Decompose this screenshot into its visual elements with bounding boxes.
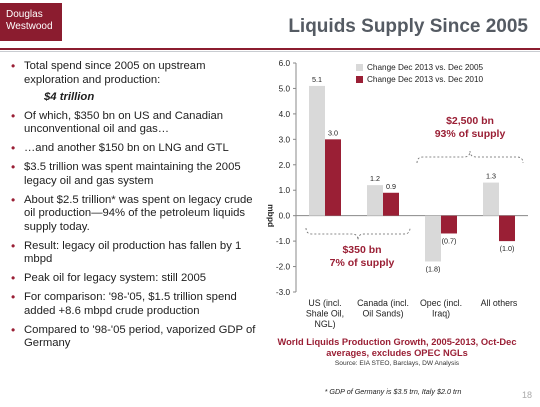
bar-vs-2010: [325, 139, 341, 216]
bullet-text: $3.5 trillion was spent maintaining the …: [24, 161, 241, 187]
bullet-text: Result: legacy oil production has fallen…: [24, 239, 242, 266]
x-tick-label: Shale Oil,: [306, 309, 344, 319]
x-tick-label: All others: [481, 298, 518, 308]
data-label: 5.1: [312, 75, 322, 84]
x-tick-label: Opec (incl.: [420, 298, 462, 308]
y-tick-label: -3.0: [276, 288, 291, 297]
bullet-text: For comparison: '98-'05, $1.5 trillion s…: [24, 291, 237, 317]
bullet-item: • Of which, $350 bn on US and Canadian un…: [6, 108, 256, 137]
bullet-text: Total spend since 2005 on upstream explo…: [24, 60, 206, 86]
chart-source: Source: EIA STEO, Barclays, DW Analysis: [334, 360, 460, 367]
bullet-marker: •: [11, 59, 16, 73]
legend-label: Change Dec 2013 vs. Dec 2010: [367, 75, 484, 84]
bullet-text: Compared to '98-'05 period, vaporized GD…: [24, 323, 256, 350]
bullet-marker: •: [11, 322, 16, 337]
data-label: (0.7): [442, 236, 457, 245]
bar-vs-2005: [483, 182, 499, 216]
data-label: 3.0: [328, 128, 338, 137]
data-label: (1.0): [500, 244, 515, 253]
bullet-marker: •: [11, 290, 16, 304]
bullet-marker: •: [11, 160, 16, 174]
bullet-marker: •: [11, 108, 16, 123]
bullet-marker: •: [11, 238, 16, 253]
x-tick-label: Canada (incl.: [357, 298, 409, 308]
logo-line-1: Douglas: [6, 9, 43, 20]
bar-vs-2005: [309, 85, 325, 216]
bar-vs-2005: [425, 215, 441, 262]
page-number: 18: [521, 390, 532, 400]
x-tick-label: Oil Sands): [362, 309, 403, 319]
bullet-text: About $2.5 trillion* was spent on legacy…: [24, 193, 253, 233]
bullet-item: • Result: legacy oil production has falle…: [6, 238, 256, 267]
bullet-highlight: $4 trillion: [6, 91, 256, 105]
footnote: * GDP of Germany is $3.5 trn, Italy $2.0…: [324, 387, 462, 396]
annotation-bracket: [416, 150, 524, 164]
annotation-bracket: [305, 227, 411, 241]
bar-vs-2005: [367, 185, 383, 216]
bullet-item: • Total spend since 2005 on upstream expl…: [6, 59, 256, 87]
bullet-marker: •: [11, 141, 16, 155]
y-tick-label: -2.0: [276, 263, 291, 272]
y-tick-label: 6.0: [279, 59, 291, 68]
slide-title: Liquids Supply Since 2005: [288, 16, 528, 37]
y-tick-label: -1.0: [276, 237, 291, 246]
bullet-text: …and another $150 bn on LNG and GTL: [24, 142, 229, 154]
bullet-list: • Total spend since 2005 on upstream expl…: [6, 59, 256, 356]
bar-vs-2010: [441, 215, 457, 234]
bullet-marker: •: [11, 271, 16, 285]
bullet-text: Peak oil for legacy system: still 2005: [24, 272, 207, 284]
bullet-marker: •: [11, 192, 16, 207]
company-logo: Douglas Westwood: [0, 3, 62, 41]
legend-swatch: [356, 76, 363, 83]
data-label: 0.9: [386, 182, 396, 191]
chart-title: World Liquids Production Growth, 2005-20…: [277, 337, 517, 358]
bullet-item: • …and another $150 bn on LNG and GTL: [6, 141, 256, 156]
header-divider: [0, 48, 540, 50]
x-tick-label: Iraq): [432, 309, 450, 319]
bullet-item: • For comparison: '98-'05, $1.5 trillion …: [6, 290, 256, 318]
y-tick-label: 0.0: [279, 212, 291, 221]
bar-chart-svg: 6.0 5.0 4.0 3.0 2.0 1.0 0.0 -1.0 -2.0 -3.0 mbpd 5.1…: [266, 59, 528, 329]
annotation-text: 7% of supply: [330, 257, 395, 269]
legend-swatch: [356, 64, 363, 71]
y-tick-label: 3.0: [279, 135, 291, 144]
logo-line-2: Westwood: [6, 21, 53, 32]
bar-chart: 6.0 5.0 4.0 3.0 2.0 1.0 0.0 -1.0 -2.0 -3.0 mbpd 5.1…: [256, 52, 540, 387]
data-label: (1.8): [426, 264, 441, 273]
y-tick-label: 2.0: [279, 161, 291, 170]
x-tick-label: US (incl.: [308, 298, 341, 308]
annotation-text: $350 bn: [342, 244, 381, 256]
bullet-text: $4 trillion: [44, 90, 95, 103]
bar-vs-2010: [499, 215, 515, 242]
bullet-item: • $3.5 trillion was spent maintaining the…: [6, 160, 256, 188]
x-tick-label: NGL): [314, 319, 335, 329]
bullet-item: • Peak oil for legacy system: still 2005: [6, 271, 256, 286]
bullet-item: • Compared to '98-'05 period, vaporized G…: [6, 322, 256, 351]
header-divider-thin: [0, 51, 540, 52]
y-axis-label: mbpd: [266, 204, 276, 227]
slide-header: Douglas Westwood Liquids Supply Since 20…: [0, 0, 540, 48]
bar-vs-2010: [383, 192, 399, 216]
bullet-item: • About $2.5 trillion* was spent on legac…: [6, 192, 256, 235]
annotation-text: $2,500 bn: [446, 115, 494, 127]
legend-label: Change Dec 2013 vs. Dec 2005: [367, 63, 484, 72]
data-label: 1.3: [486, 172, 496, 181]
y-tick-label: 5.0: [279, 84, 291, 93]
y-tick-label: 1.0: [279, 186, 291, 195]
annotation-text: 93% of supply: [435, 128, 506, 140]
y-tick-label: 4.0: [279, 110, 291, 119]
data-label: 1.2: [370, 174, 380, 183]
bullet-text: Of which, $350 bn on US and Canadian unc…: [24, 109, 224, 136]
